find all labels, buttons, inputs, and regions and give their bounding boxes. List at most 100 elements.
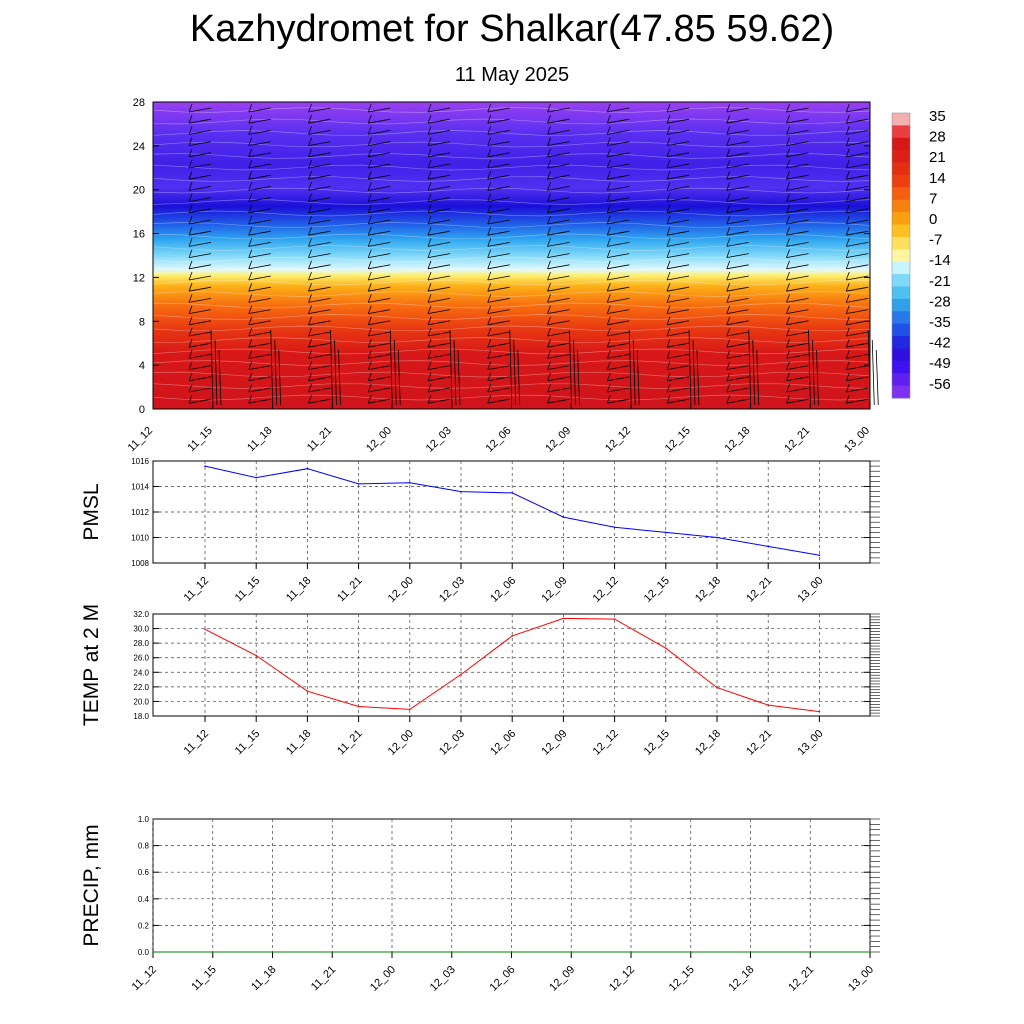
barb-staff [487,174,510,180]
barb-staff [368,342,391,348]
barb-staff [427,230,451,236]
wind-barb [547,339,570,348]
barb-staff [786,331,809,337]
barb-flag [427,103,432,113]
barb-flag [427,361,432,370]
barb-flag [547,361,551,370]
wind-barb [666,227,690,236]
barb-flag [845,327,850,337]
barb-flag [427,238,432,247]
wind-barb [427,372,451,382]
barb-staff [368,253,391,258]
barb-flag [308,260,312,269]
barb-staff [487,208,510,214]
wind-barb [786,159,809,169]
barb-staff [666,219,690,225]
barb-flag [845,103,850,113]
barb-flag [666,238,671,247]
barb-flag [786,227,790,236]
contour-line [152,199,871,205]
wind-barb [487,182,510,191]
barb-flag [427,395,432,404]
wind-barb [248,395,271,404]
barb-staff [427,331,451,337]
colorbar-swatch [892,113,910,126]
x-tick-label: 12_03 [428,964,458,994]
barb-staff [786,208,809,214]
wind-barb [427,137,451,146]
wind-barb [726,227,749,236]
barb-staff [338,349,341,406]
wind-barb [666,126,690,135]
barb-staff [427,398,451,404]
barb-flag [666,115,671,124]
barb-staff [846,387,869,393]
barb-staff [188,107,212,113]
wind-barb [248,227,271,236]
y-tick-label: 16 [133,229,145,241]
barb-staff [308,208,331,214]
barb-staff [846,152,869,158]
barb-flag [606,126,611,135]
barb-flag [606,339,611,348]
barb-staff [573,339,576,406]
barb-staff [666,141,690,146]
barb-flag [845,171,850,180]
barb-flag [188,305,193,314]
barb-flag [367,238,372,247]
barb-flag [845,283,850,292]
data-point [255,476,257,479]
wind-barb [666,137,690,146]
wind-barb [188,137,212,146]
wind-barb [308,215,331,225]
wind-barb [248,372,271,382]
wind-barb [666,327,690,337]
barb-flag [786,238,790,247]
wind-barb [188,327,212,337]
wind-barb [367,350,391,359]
wind-barb [367,171,391,180]
wind-barb [547,171,570,180]
barb-staff [786,253,809,258]
barb-staff [786,264,809,270]
barb-staff [607,309,630,314]
barb-staff [368,298,391,303]
wind-barb [786,316,809,326]
x-tick-label: 12_03 [424,425,454,455]
wind-barb [308,294,331,303]
barb-staff [368,398,391,404]
wind-barb [845,126,869,135]
barb-flag [606,260,611,269]
barb-staff [666,152,690,158]
wind-barb [367,361,391,370]
barb-flag [188,159,193,169]
barb-flag [248,327,253,337]
x-tick-label: 11_18 [284,728,314,758]
barb-flag [845,126,850,135]
wind-barb [188,249,212,258]
barb-staff [666,298,690,303]
wind-barb [367,383,391,393]
contour-line [152,337,871,343]
barb-staff [188,365,212,370]
barb-staff [808,329,811,406]
barb-flag [606,294,611,303]
contour-line [152,394,871,401]
barb-staff [846,398,869,404]
barb-staff [188,354,212,359]
barb-staff [547,152,570,158]
wind-barb [845,137,869,146]
wind-barb [308,305,331,314]
wind-barb [248,327,271,337]
barb-flag [726,227,731,236]
barb-flag [845,271,850,281]
wind-barb [726,260,749,270]
barb-flag [188,350,193,359]
barb-flag [726,350,731,359]
barb-staff [547,387,570,393]
barb-staff [666,320,690,326]
wind-barb [845,115,869,124]
barb-flag [726,260,731,269]
wind-barb [248,171,271,180]
